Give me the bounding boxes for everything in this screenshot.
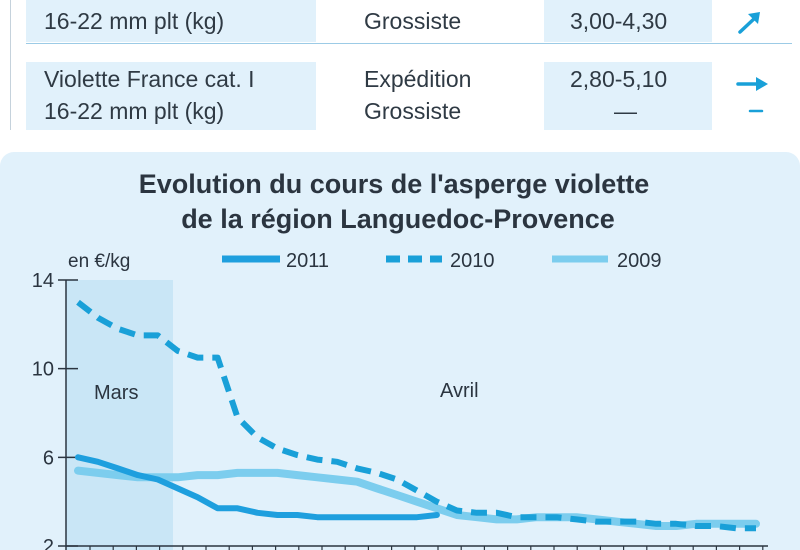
price-line1: 2,80-5,10 xyxy=(570,66,668,92)
y-tick-label: 14 xyxy=(32,270,54,292)
price-line2: 3,00-4,30 xyxy=(570,8,668,34)
product-cell: Violette France cat. I 16-22 mm plt (kg) xyxy=(26,62,316,130)
stage-line1: Expédition xyxy=(364,66,472,92)
chart-axes: 14 10 6 2 xyxy=(32,270,768,550)
price-cell: 3,00-4,30 xyxy=(544,0,712,42)
product-line1: Violette France cat. I xyxy=(44,66,255,92)
arrow-up-right-icon xyxy=(738,12,760,34)
trend-cell xyxy=(712,0,792,42)
price-line2: — xyxy=(614,98,637,124)
y-tick-label: 10 xyxy=(32,359,54,381)
chart-series xyxy=(74,299,760,532)
legend-label-2011: 2011 xyxy=(286,250,329,272)
chart-legend: 2011 2010 2009 xyxy=(222,250,662,272)
trend-cell xyxy=(712,62,792,130)
legend-label-2009: 2009 xyxy=(617,250,662,272)
chart-title-line2: de la région Languedoc-Provence xyxy=(181,204,615,234)
y-tick-label: 6 xyxy=(43,447,54,469)
y-axis-unit-label: en €/kg xyxy=(68,251,130,272)
dash-icon xyxy=(748,109,764,113)
table-row: 16-22 mm plt (kg) Grossiste 3,00-4,30 xyxy=(0,0,800,42)
stage-line2: Grossiste xyxy=(364,98,462,124)
stage-cell: Grossiste xyxy=(316,0,544,42)
series-line-2011 xyxy=(75,454,440,521)
price-table: 16-22 mm plt (kg) Grossiste 3,00-4,30 Vi… xyxy=(0,0,800,140)
chart-title-line1: Evolution du cours de l'asperge violette xyxy=(139,169,650,199)
period-label-mars: Mars xyxy=(94,382,138,404)
series-line-2009 xyxy=(74,466,760,530)
arrow-right-icon xyxy=(736,77,768,91)
period-label-avril: Avril xyxy=(440,380,479,402)
row-divider xyxy=(26,43,792,44)
stage-cell: Expédition Grossiste xyxy=(316,62,544,130)
table-row: Violette France cat. I 16-22 mm plt (kg)… xyxy=(0,62,800,130)
series-line-2010 xyxy=(76,299,756,532)
product-line2: 16-22 mm plt (kg) xyxy=(44,8,225,34)
product-cell: 16-22 mm plt (kg) xyxy=(26,0,316,42)
legend-label-2010: 2010 xyxy=(450,250,495,272)
table-left-rule xyxy=(10,0,11,130)
product-line2: 16-22 mm plt (kg) xyxy=(44,98,225,124)
y-tick-label: 2 xyxy=(43,536,54,550)
stage-line2: Grossiste xyxy=(364,8,462,34)
mars-period-band xyxy=(66,280,173,550)
price-cell: 2,80-5,10 — xyxy=(544,62,712,130)
